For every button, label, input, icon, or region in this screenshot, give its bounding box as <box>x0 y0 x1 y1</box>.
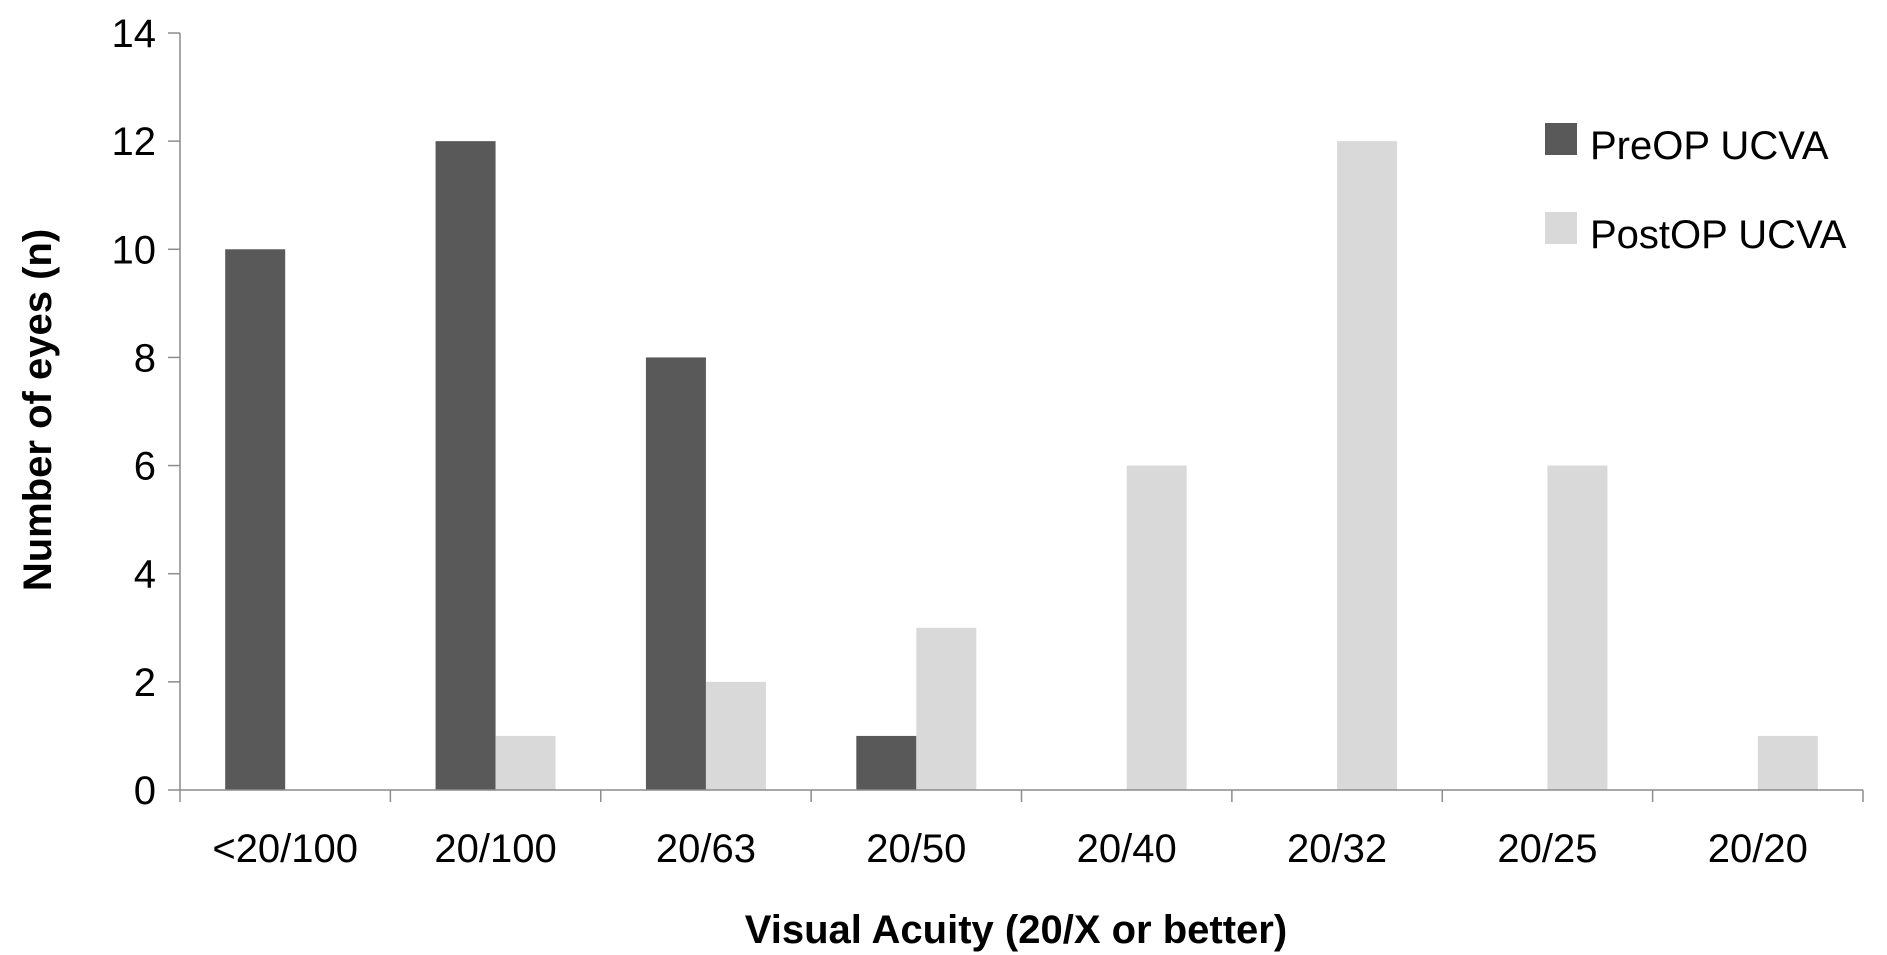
x-tick-label: 20/63 <box>656 827 756 871</box>
bar-preop-0 <box>225 249 286 791</box>
legend-swatch-postop <box>1545 212 1577 244</box>
y-tick-label: 14 <box>112 12 157 56</box>
x-tick-label: 20/20 <box>1708 827 1808 871</box>
legend-swatch-preop <box>1545 123 1577 155</box>
bar-postop-4 <box>1126 465 1187 790</box>
bar-preop-2 <box>645 357 706 790</box>
y-tick-label: 2 <box>134 661 156 705</box>
y-axis-ticks: 0 2 4 6 8 10 12 14 <box>112 12 180 813</box>
bar-postop-2 <box>705 681 766 790</box>
x-tick-label: 20/40 <box>1077 827 1177 871</box>
y-axis-title: Number of eyes (n) <box>16 229 60 591</box>
bar-preop-1 <box>435 141 496 791</box>
y-tick-label: 4 <box>134 553 156 597</box>
bars-layer <box>225 141 1818 791</box>
x-axis-title: Visual Acuity (20/X or better) <box>745 908 1287 952</box>
bar-postop-7 <box>1757 735 1818 790</box>
bar-postop-3 <box>916 627 977 790</box>
legend-label-preop: PreOP UCVA <box>1590 124 1829 168</box>
bar-postop-5 <box>1337 141 1398 791</box>
y-tick-label: 10 <box>112 228 157 272</box>
legend-label-postop: PostOP UCVA <box>1590 213 1847 257</box>
y-tick-label: 0 <box>134 769 156 813</box>
x-tick-label: 20/100 <box>434 827 556 871</box>
y-tick-label: 6 <box>134 445 156 489</box>
x-tick-label: <20/100 <box>212 827 358 871</box>
x-tick-label: 20/25 <box>1497 827 1597 871</box>
x-tick-label: 20/50 <box>866 827 966 871</box>
x-axis-ticks: <20/100 20/100 20/63 20/50 20/40 20/32 20/25 20… <box>179 790 1864 871</box>
bar-preop-3 <box>856 735 917 790</box>
x-tick-label: 20/32 <box>1287 827 1387 871</box>
legend: PreOP UCVA PostOP UCVA <box>1545 123 1847 257</box>
y-tick-label: 12 <box>112 120 157 164</box>
bar-postop-6 <box>1547 465 1608 790</box>
bar-postop-1 <box>495 735 556 790</box>
y-tick-label: 8 <box>134 336 156 380</box>
